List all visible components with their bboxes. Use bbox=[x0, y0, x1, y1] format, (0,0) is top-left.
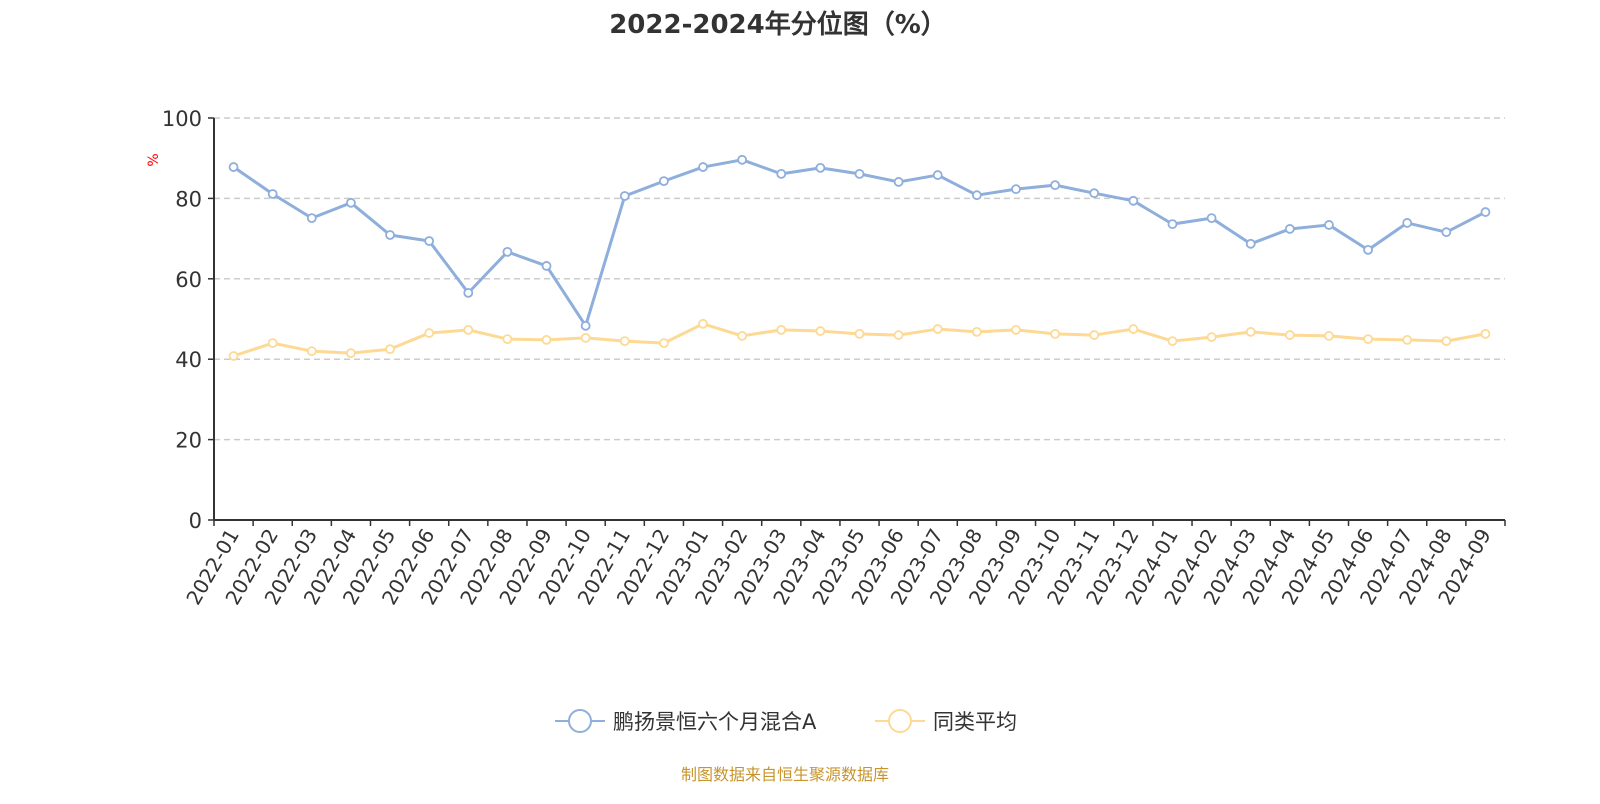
data-point bbox=[1441, 227, 1452, 238]
legend-item: 鹏扬景恒六个月混合A bbox=[555, 709, 817, 734]
data-point bbox=[267, 338, 278, 349]
y-tick-label: 60 bbox=[175, 268, 202, 292]
legend-circle-icon bbox=[888, 709, 912, 733]
data-point bbox=[815, 162, 826, 173]
data-point bbox=[1089, 330, 1100, 340]
data-point bbox=[776, 324, 787, 335]
legend-label: 鹏扬景恒六个月混合A bbox=[613, 710, 817, 734]
data-point bbox=[893, 177, 904, 187]
data-point bbox=[619, 336, 630, 347]
data-point bbox=[1167, 336, 1178, 347]
data-point bbox=[385, 230, 395, 240]
data-point bbox=[658, 176, 669, 187]
chart-title: 2022-2024年分位图（%） bbox=[609, 9, 947, 40]
source-note: 制图数据来自恒生聚源数据库 bbox=[681, 765, 889, 784]
data-point bbox=[1480, 328, 1491, 339]
y-tick-label: 0 bbox=[189, 509, 202, 533]
data-point bbox=[1324, 220, 1334, 230]
data-point bbox=[971, 190, 982, 201]
data-point bbox=[1128, 324, 1139, 334]
data-point bbox=[815, 326, 826, 336]
legend: 鹏扬景恒六个月混合A 同类平均 bbox=[555, 709, 1017, 734]
data-point bbox=[854, 328, 865, 339]
data-point bbox=[580, 320, 591, 331]
data-point bbox=[228, 162, 239, 172]
data-point bbox=[1324, 330, 1334, 341]
data-point bbox=[854, 168, 865, 179]
data-point bbox=[1089, 188, 1100, 199]
data-point bbox=[932, 170, 943, 180]
data-point bbox=[1245, 326, 1256, 337]
data-point bbox=[463, 324, 474, 335]
legend-circle-icon bbox=[568, 709, 592, 733]
data-point bbox=[267, 189, 278, 199]
series-line bbox=[232, 158, 1487, 328]
data-point bbox=[306, 213, 317, 223]
data-point bbox=[1128, 195, 1139, 206]
data-point bbox=[502, 334, 513, 345]
data-point bbox=[698, 318, 708, 329]
legend-label: 同类平均 bbox=[933, 710, 1017, 734]
data-point bbox=[1206, 213, 1217, 223]
data-point bbox=[463, 287, 474, 298]
data-point bbox=[502, 246, 513, 257]
y-axis-unit: % bbox=[146, 153, 162, 166]
series-fund bbox=[228, 154, 1491, 331]
y-tick-label: 100 bbox=[162, 107, 202, 131]
data-point bbox=[1050, 328, 1061, 339]
data-point bbox=[1284, 224, 1295, 234]
data-point bbox=[1441, 336, 1452, 347]
data-point bbox=[424, 236, 435, 246]
data-point bbox=[424, 328, 435, 338]
data-point bbox=[737, 330, 748, 341]
data-point bbox=[1284, 330, 1295, 340]
data-point bbox=[580, 332, 591, 343]
data-point bbox=[737, 154, 748, 165]
data-point bbox=[228, 351, 239, 361]
data-point bbox=[385, 344, 395, 355]
data-point bbox=[932, 324, 943, 334]
data-point bbox=[1011, 324, 1021, 335]
data-point bbox=[306, 346, 317, 357]
data-point bbox=[1363, 334, 1373, 345]
data-point bbox=[541, 261, 552, 271]
data-point bbox=[1402, 335, 1413, 345]
data-point bbox=[1402, 218, 1413, 228]
data-point bbox=[346, 348, 356, 359]
data-point bbox=[658, 338, 669, 349]
y-tick-label: 40 bbox=[175, 348, 202, 372]
series-line bbox=[233, 322, 1486, 358]
data-point bbox=[1011, 184, 1021, 195]
data-point bbox=[1050, 180, 1061, 191]
series-category-average bbox=[228, 318, 1491, 361]
data-point bbox=[776, 168, 787, 179]
y-tick-label: 20 bbox=[175, 429, 202, 453]
data-point bbox=[619, 191, 630, 201]
legend-item: 同类平均 bbox=[875, 709, 1017, 734]
data-point bbox=[1206, 332, 1217, 342]
data-point bbox=[541, 335, 552, 345]
data-point bbox=[1245, 238, 1256, 249]
data-point bbox=[1480, 207, 1491, 217]
data-point bbox=[1167, 219, 1178, 230]
data-point bbox=[893, 330, 904, 340]
y-tick-label: 80 bbox=[175, 187, 202, 211]
data-point bbox=[346, 197, 356, 208]
data-point bbox=[1363, 244, 1373, 255]
data-point bbox=[971, 326, 982, 337]
data-point bbox=[698, 162, 708, 172]
